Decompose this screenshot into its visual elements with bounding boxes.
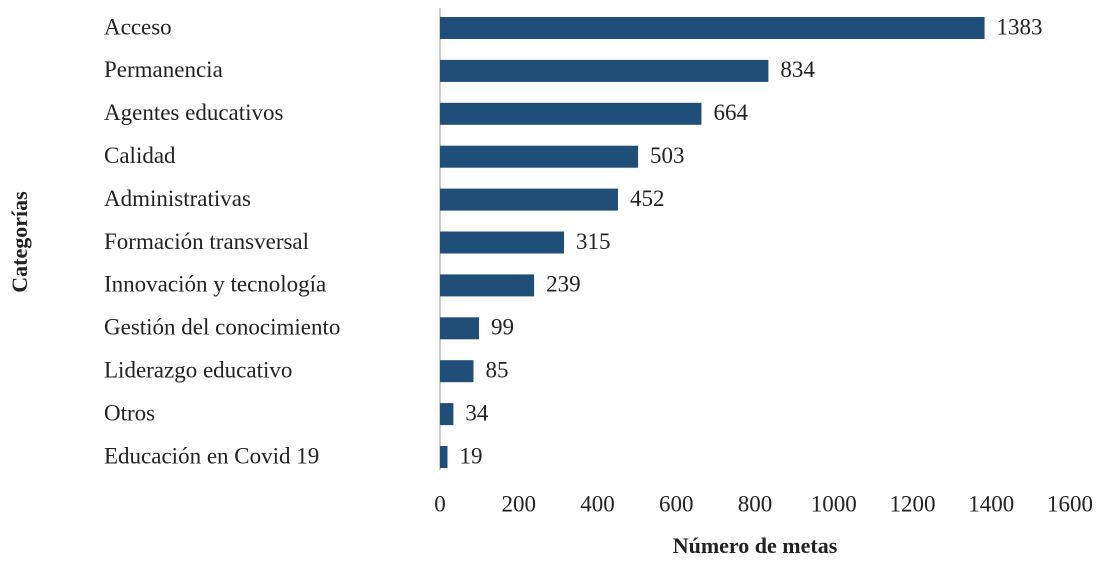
- bar: [440, 188, 618, 211]
- bar: [440, 59, 769, 82]
- x-axis-title: Número de metas: [673, 533, 838, 558]
- y-tick-label: Administrativas: [104, 186, 251, 211]
- x-tick-label: 400: [580, 491, 615, 516]
- value-label: 452: [630, 186, 665, 211]
- y-tick-label: Formación transversal: [104, 229, 309, 254]
- value-label: 19: [459, 443, 482, 468]
- bar: [440, 446, 448, 468]
- y-tick-label: Agentes educativos: [104, 100, 284, 125]
- bar: [440, 17, 985, 39]
- value-label: 99: [491, 315, 514, 340]
- bar: [440, 317, 479, 340]
- y-tick-label: Gestión del conocimiento: [104, 315, 340, 340]
- x-tick-label: 0: [434, 491, 446, 516]
- value-label: 664: [713, 100, 748, 125]
- y-tick-label: Calidad: [104, 143, 176, 168]
- x-tick-label: 200: [502, 491, 537, 516]
- bar: [440, 145, 639, 168]
- value-label: 85: [485, 357, 508, 382]
- y-axis-title: Categorías: [7, 191, 32, 293]
- x-tick-label: 800: [738, 491, 773, 516]
- y-tick-label: Otros: [104, 400, 155, 425]
- value-label: 239: [546, 272, 581, 297]
- y-tick-label: Acceso: [104, 14, 172, 39]
- value-label: 34: [465, 400, 489, 425]
- y-tick-label: Innovación y tecnología: [104, 272, 326, 297]
- value-label: 1383: [997, 14, 1043, 39]
- x-tick-label: 600: [659, 491, 694, 516]
- bar: [440, 274, 535, 297]
- y-tick-label: Liderazgo educativo: [104, 357, 292, 382]
- bar: [440, 403, 454, 426]
- bar: [440, 231, 565, 254]
- x-tick-label: 1400: [968, 491, 1014, 516]
- bar: [440, 360, 474, 383]
- value-label: 834: [780, 57, 815, 82]
- bar: [440, 102, 702, 125]
- y-tick-label: Permanencia: [104, 57, 223, 82]
- x-tick-label: 1000: [811, 491, 857, 516]
- value-label: 503: [650, 143, 685, 168]
- value-label: 315: [576, 229, 611, 254]
- y-tick-label: Educación en Covid 19: [104, 443, 319, 468]
- x-tick-label: 1200: [890, 491, 936, 516]
- x-tick-label: 1600: [1047, 491, 1093, 516]
